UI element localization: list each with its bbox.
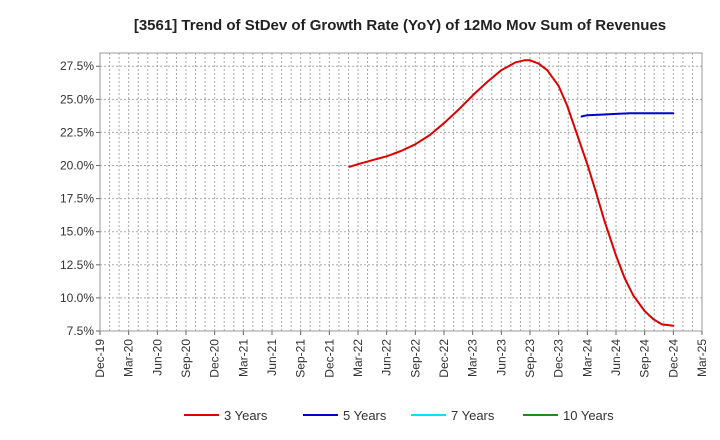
- x-tick-label: Mar-23: [466, 339, 480, 377]
- x-tick-label: Dec-22: [437, 339, 451, 378]
- x-tick-label: Mar-22: [351, 339, 365, 377]
- y-tick-label: 12.5%: [60, 258, 94, 272]
- legend-label: 10 Years: [563, 408, 614, 423]
- legend: 3 Years 5 Years 7 Years 10 Years: [184, 408, 614, 423]
- x-tick-label: Jun-22: [380, 339, 394, 376]
- plot-frame: [99, 52, 703, 332]
- y-tick-label: 17.5%: [60, 192, 94, 206]
- x-tick-label: Sep-23: [523, 339, 537, 378]
- x-tick-label: Jun-21: [265, 339, 279, 376]
- legend-label: 3 Years: [224, 408, 268, 423]
- y-tick-label: 7.5%: [67, 324, 95, 338]
- x-axis: Dec-19 Mar-20 Jun-20 Sep-20 Dec-20 Mar-21 Jun-…: [93, 331, 709, 378]
- x-tick-label: Mar-25: [695, 339, 709, 377]
- x-tick-label: Sep-21: [294, 339, 308, 378]
- x-tick-label: Jun-23: [494, 339, 508, 376]
- x-tick-label: Sep-22: [408, 339, 422, 378]
- y-tick-label: 25.0%: [60, 92, 94, 106]
- x-tick-label: Sep-20: [179, 339, 193, 378]
- x-tick-label: Jun-24: [609, 339, 623, 376]
- y-tick-label: 15.0%: [60, 225, 94, 239]
- y-tick-label: 22.5%: [60, 125, 94, 139]
- x-tick-label: Dec-20: [208, 339, 222, 378]
- x-tick-label: Jun-20: [150, 339, 164, 376]
- x-tick-label: Dec-24: [666, 339, 680, 378]
- x-tick-label: Mar-24: [580, 339, 594, 377]
- legend-label: 5 Years: [343, 408, 387, 423]
- x-tick-label: Mar-20: [122, 339, 136, 377]
- x-tick-label: Mar-21: [236, 339, 250, 377]
- series-line-3-years: [348, 59, 675, 327]
- y-tick-label: 27.5%: [60, 59, 94, 73]
- legend-label: 7 Years: [451, 408, 495, 423]
- chart-title: [3561] Trend of StDev of Growth Rate (Yo…: [134, 17, 666, 34]
- x-tick-label: Dec-21: [322, 339, 336, 378]
- y-tick-label: 20.0%: [60, 159, 94, 173]
- series-line-5-years: [580, 112, 675, 118]
- y-axis: 7.5% 10.0% 12.5% 15.0% 17.5% 20.0% 22.5% 25.0% 2…: [60, 59, 100, 338]
- y-tick-label: 10.0%: [60, 291, 94, 305]
- x-tick-label: Dec-23: [552, 339, 566, 378]
- grid: [99, 53, 703, 332]
- series-lines: [348, 59, 675, 327]
- x-tick-label: Dec-19: [93, 339, 107, 378]
- x-tick-label: Sep-24: [638, 339, 652, 378]
